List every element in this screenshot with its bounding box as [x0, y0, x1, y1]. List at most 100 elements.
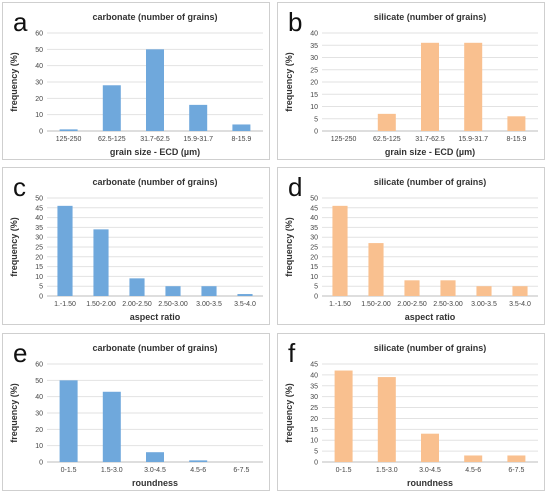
- y-axis-label: frequency (%): [284, 217, 294, 277]
- y-tick-label: 10: [310, 104, 318, 111]
- y-tick-label: 30: [35, 80, 43, 87]
- y-tick-label: 30: [310, 55, 318, 62]
- y-tick-label: 30: [310, 394, 318, 401]
- bar: [334, 370, 353, 462]
- chart-title: carbonate (number of grains): [92, 343, 217, 353]
- x-tick-label: 8-15.9: [231, 136, 251, 143]
- bar-chart: silicate (number of grains) 0 5 10 15 20 25 30 3…: [284, 12, 538, 157]
- x-tick-label: 31.7-62.5: [415, 136, 445, 143]
- bar: [464, 455, 483, 462]
- x-tick-label: 1.50-2.00: [361, 301, 391, 308]
- bar: [421, 42, 439, 131]
- panel-letter: f: [288, 338, 296, 368]
- y-tick-label: 15: [310, 264, 318, 271]
- y-tick-label: 60: [35, 362, 43, 369]
- y-tick-label: 25: [310, 245, 318, 252]
- x-tick-label: 2.00-2.50: [397, 301, 427, 308]
- x-tick-label: 1.5-3.0: [376, 467, 398, 474]
- y-tick-label: 25: [310, 67, 318, 74]
- y-tick-label: 5: [314, 284, 318, 291]
- panel-letter: e: [13, 338, 28, 368]
- x-tick-label: 3.00-3.5: [471, 301, 497, 308]
- bar: [129, 278, 145, 296]
- y-tick-label: 10: [310, 274, 318, 281]
- panel-a: a carbonate (number of grains) 0 10 20 30 40 5…: [2, 2, 270, 160]
- bar-chart: silicate (number of grains) 0 5 10 15 20 25 30 3…: [284, 343, 538, 488]
- panel-letter: d: [288, 172, 303, 202]
- x-tick-label: 6-7.5: [508, 467, 524, 474]
- bar: [464, 42, 483, 131]
- x-tick-label: 62.5-125: [98, 136, 126, 143]
- bar-chart: silicate (number of grains) 0 5 10 15 20 25 30 3…: [284, 177, 538, 322]
- y-tick-label: 50: [310, 196, 318, 203]
- y-tick-label: 45: [310, 362, 318, 369]
- y-axis-label: frequency (%): [9, 383, 19, 443]
- x-tick-label: 3.5-4.0: [509, 301, 531, 308]
- y-tick-label: 40: [35, 215, 43, 222]
- x-tick-label: 3.0-4.5: [144, 467, 166, 474]
- panel-d: d silicate (number of grains) 0 5 10 15 20 25 3…: [277, 167, 545, 325]
- bar: [368, 243, 384, 296]
- y-axis-label: frequency (%): [284, 52, 294, 112]
- y-tick-label: 30: [35, 411, 43, 418]
- chart-title: silicate (number of grains): [374, 177, 487, 187]
- y-tick-label: 20: [35, 96, 43, 103]
- bar: [102, 85, 121, 131]
- panel-b: b silicate (number of grains) 0 5 10 15 20 25 3…: [277, 2, 545, 160]
- bar: [512, 286, 528, 296]
- y-tick-label: 25: [310, 405, 318, 412]
- y-tick-label: 35: [310, 383, 318, 390]
- x-axis-label: grain size - ECD (µm): [385, 147, 475, 157]
- x-tick-label: 1.-1.50: [329, 301, 351, 308]
- y-tick-label: 40: [35, 394, 43, 401]
- chart-title: carbonate (number of grains): [92, 177, 217, 187]
- y-tick-label: 20: [310, 416, 318, 423]
- y-tick-label: 10: [35, 274, 43, 281]
- x-tick-label: 3.00-3.5: [196, 301, 222, 308]
- y-tick-label: 0: [314, 460, 318, 467]
- y-axis-label: frequency (%): [9, 52, 19, 112]
- panel-letter: a: [13, 7, 28, 37]
- y-tick-label: 60: [35, 31, 43, 38]
- x-axis-label: roundness: [407, 478, 453, 488]
- bar: [57, 205, 73, 296]
- panel-f: f silicate (number of grains) 0 5 10 15 20 25 3…: [277, 333, 545, 491]
- bar: [377, 377, 396, 462]
- x-axis-label: grain size - ECD (µm): [110, 147, 200, 157]
- x-axis-label: aspect ratio: [405, 312, 456, 322]
- y-tick-label: 5: [39, 284, 43, 291]
- bar: [189, 460, 208, 462]
- y-tick-label: 20: [310, 80, 318, 87]
- x-tick-label: 6-7.5: [233, 467, 249, 474]
- y-tick-label: 45: [310, 205, 318, 212]
- bar: [332, 205, 348, 296]
- x-tick-label: 1.50-2.00: [86, 301, 116, 308]
- y-tick-label: 30: [35, 235, 43, 242]
- y-tick-label: 50: [35, 47, 43, 54]
- y-axis-label: frequency (%): [284, 383, 294, 443]
- x-axis-label: roundness: [132, 478, 178, 488]
- x-tick-label: 125-250: [331, 136, 357, 143]
- bar: [59, 129, 78, 131]
- y-tick-label: 50: [35, 378, 43, 385]
- y-tick-label: 0: [39, 294, 43, 301]
- bar: [146, 452, 164, 462]
- y-tick-label: 40: [310, 372, 318, 379]
- bar: [507, 455, 526, 462]
- y-tick-label: 35: [310, 225, 318, 232]
- bar-chart: carbonate (number of grains) 0 5 10 15 20 25 30…: [9, 177, 263, 322]
- bar: [476, 286, 492, 296]
- y-tick-label: 40: [35, 63, 43, 70]
- y-tick-label: 20: [310, 254, 318, 261]
- y-tick-label: 5: [314, 449, 318, 456]
- bar: [507, 116, 526, 131]
- bar: [201, 286, 217, 296]
- x-tick-label: 2.00-2.50: [122, 301, 152, 308]
- bar: [93, 229, 109, 296]
- y-axis-label: frequency (%): [9, 217, 19, 277]
- bar: [377, 113, 396, 131]
- y-tick-label: 10: [35, 112, 43, 119]
- panel-e: e carbonate (number of grains) 0 10 20 30 40 5…: [2, 333, 270, 491]
- x-tick-label: 3.0-4.5: [419, 467, 441, 474]
- y-tick-label: 0: [39, 460, 43, 467]
